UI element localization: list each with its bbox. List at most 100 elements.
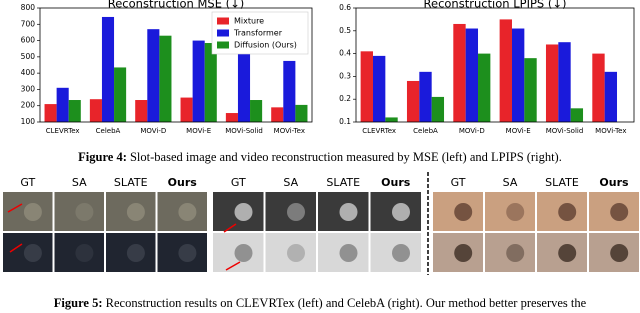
legend-swatch (217, 29, 229, 37)
image-object (454, 244, 473, 262)
bar (204, 43, 217, 123)
bar (44, 104, 57, 122)
column-header: SLATE (545, 176, 579, 189)
bar (360, 51, 373, 122)
bar (511, 28, 525, 122)
image-object (339, 244, 358, 262)
image-object (23, 244, 42, 262)
bar (250, 100, 263, 122)
caption-text: Reconstruction results on CLEVRTex (left… (105, 296, 587, 310)
bar (545, 44, 559, 123)
caption-text: Slot-based image and video reconstructio… (129, 150, 562, 164)
plot-frame (355, 7, 635, 123)
x-tick-label: MOVi-D (459, 127, 485, 135)
bar (295, 104, 308, 122)
image-object (506, 203, 525, 221)
image-object (506, 244, 525, 262)
image-object (75, 203, 94, 221)
image-object (610, 244, 629, 262)
column-header: GT (451, 176, 466, 189)
image-object (610, 203, 629, 221)
image-object (392, 203, 410, 221)
bar (271, 107, 284, 122)
legend-label: Transformer (233, 29, 283, 38)
bar (604, 71, 618, 122)
caption: Figure 4: Slot-based image and video rec… (0, 150, 640, 165)
bar (56, 87, 69, 122)
legend-label: Mixture (234, 17, 264, 26)
y-tick-label: 800 (21, 3, 36, 12)
y-tick-label: 700 (21, 19, 36, 28)
image-object (558, 203, 577, 221)
image-object (234, 244, 253, 262)
bar (419, 71, 432, 122)
bar (101, 16, 115, 123)
caption-label: Figure 4: (78, 150, 127, 164)
bar (406, 80, 420, 122)
y-tick-label: 400 (21, 68, 36, 77)
bar (558, 42, 571, 123)
y-tick-label: 0.6 (339, 3, 351, 12)
chart-title: Reconstruction MSE (↓) (108, 0, 244, 11)
bar (192, 40, 205, 123)
bar (237, 42, 251, 123)
bar (431, 96, 445, 122)
x-tick-label: MOVi-Solid (546, 127, 584, 135)
bar (465, 28, 479, 122)
x-tick-label: CLEVRTex (46, 127, 80, 135)
legend-swatch (217, 17, 229, 25)
image-object (178, 244, 197, 262)
legend-swatch (217, 41, 229, 49)
legend-label: Diffusion (Ours) (234, 41, 297, 50)
bar (524, 58, 537, 122)
caption: Figure 5: Reconstruction results on CLEV… (0, 296, 640, 311)
bar (68, 100, 81, 122)
image-object (287, 203, 305, 221)
x-tick-label: CelebA (96, 127, 121, 135)
bar (147, 29, 160, 122)
x-tick-label: MOVi-Solid (225, 127, 263, 135)
column-header: SA (72, 176, 87, 189)
bar (89, 99, 102, 122)
image-object (126, 244, 145, 262)
y-tick-label: 0.5 (339, 26, 351, 35)
x-tick-label: MOVi-D (140, 127, 166, 135)
x-tick-label: CLEVRTex (362, 127, 396, 135)
image-object (339, 203, 358, 221)
x-tick-label: MOVi-Tex (595, 127, 626, 135)
column-header: GT (20, 176, 35, 189)
bar (499, 19, 512, 122)
bar (385, 117, 398, 122)
chart-title: Reconstruction LPIPS (↓) (424, 0, 567, 11)
y-tick-label: 200 (21, 101, 36, 110)
y-tick-label: 0.4 (339, 49, 351, 58)
column-header: SLATE (326, 176, 360, 189)
x-tick-label: CelebA (413, 127, 438, 135)
column-header: SA (283, 176, 298, 189)
y-tick-label: 0.1 (339, 117, 351, 126)
image-object (392, 244, 410, 262)
image-object (287, 244, 305, 262)
y-tick-label: 300 (21, 84, 36, 93)
bar (372, 55, 386, 122)
bar (180, 97, 193, 122)
image-object (75, 244, 94, 262)
image-object (178, 203, 197, 221)
image-object (234, 203, 253, 221)
bar (478, 53, 491, 122)
image-object (126, 203, 145, 221)
y-tick-label: 0.3 (339, 71, 351, 80)
column-header: Ours (381, 176, 411, 189)
x-tick-label: MOVi-E (186, 127, 211, 135)
plot-frame (39, 7, 313, 123)
annotation-arrow (9, 243, 23, 253)
bar (570, 108, 584, 122)
annotation-arrow (7, 203, 23, 213)
caption-label: Figure 5: (53, 296, 103, 310)
image-object (558, 244, 577, 262)
image-object (454, 203, 473, 221)
y-tick-label: 600 (21, 36, 36, 45)
column-header: SA (503, 176, 518, 189)
